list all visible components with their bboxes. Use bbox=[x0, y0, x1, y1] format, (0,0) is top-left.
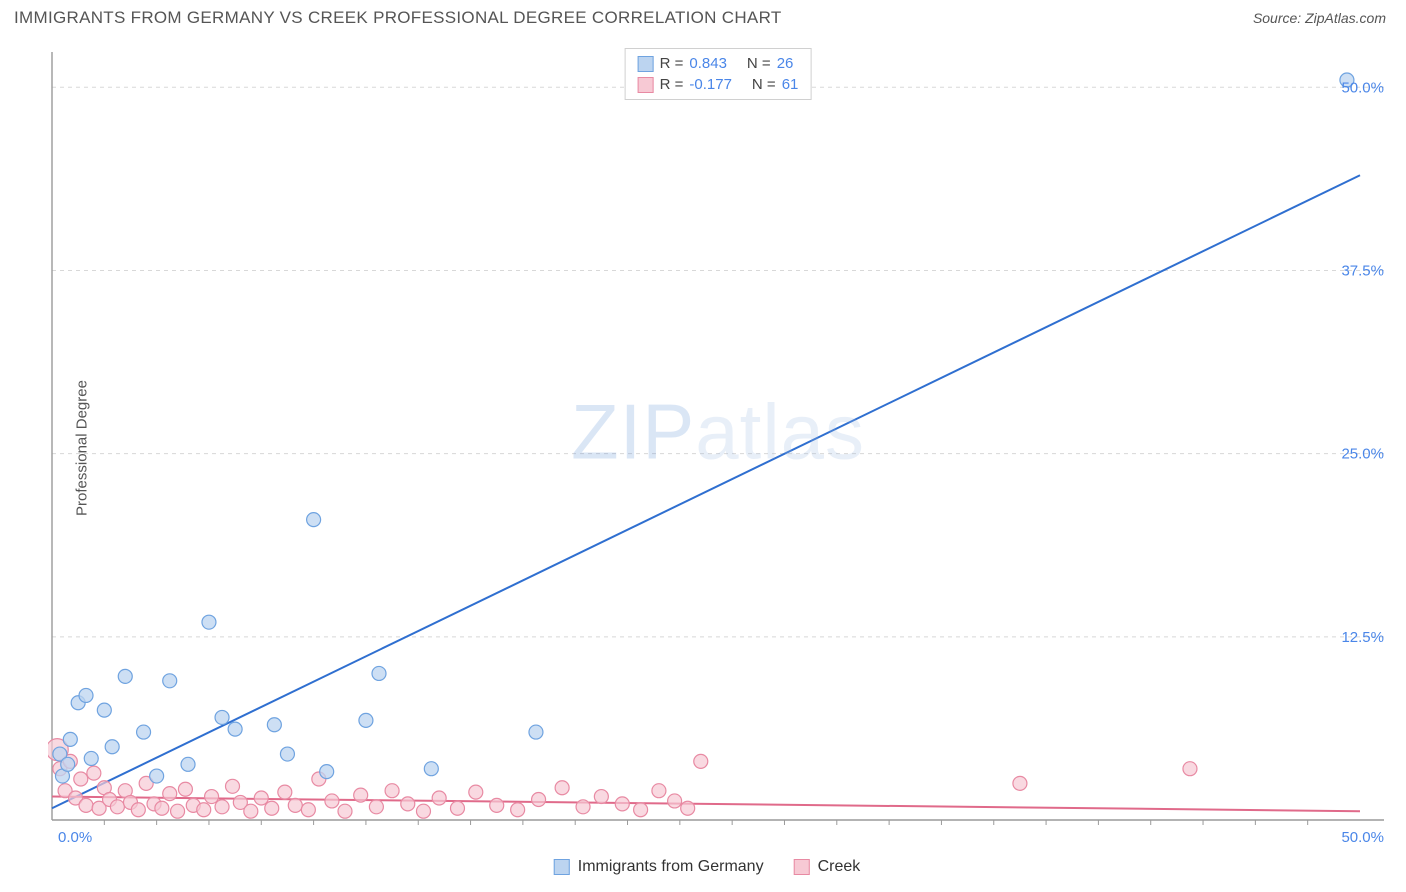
legend-swatch bbox=[554, 859, 570, 875]
n-value: 61 bbox=[782, 76, 799, 93]
legend-swatch bbox=[638, 77, 654, 93]
legend-series-label: Immigrants from Germany bbox=[578, 858, 764, 876]
svg-text:25.0%: 25.0% bbox=[1341, 446, 1384, 463]
r-value: 0.843 bbox=[689, 55, 727, 72]
svg-text:50.0%: 50.0% bbox=[1341, 829, 1384, 846]
svg-text:37.5%: 37.5% bbox=[1341, 262, 1384, 279]
correlation-chart: Professional Degree 12.5%25.0%37.5%50.0%… bbox=[48, 48, 1388, 848]
n-label: N = bbox=[752, 76, 776, 93]
series-legend: Immigrants from Germany Creek bbox=[554, 858, 883, 876]
n-label: N = bbox=[747, 55, 771, 72]
stats-legend: R =0.843N =26R =-0.177N =61 bbox=[625, 48, 812, 100]
legend-swatch bbox=[794, 859, 810, 875]
source-attribution: Source: ZipAtlas.com bbox=[1253, 10, 1386, 26]
legend-swatch bbox=[638, 56, 654, 72]
r-value: -0.177 bbox=[689, 76, 732, 93]
stats-legend-row: R = 0.843 N = 26 bbox=[638, 53, 799, 74]
n-value: 26 bbox=[777, 55, 794, 72]
source-name: ZipAtlas.com bbox=[1305, 10, 1386, 26]
svg-text:50.0%: 50.0% bbox=[1341, 79, 1384, 96]
legend-series-label: Creek bbox=[818, 858, 861, 876]
scatter-plot-svg: 12.5% 25.0% 37.5% 50.0% 0.0% 50.0% bbox=[48, 48, 1388, 848]
source-prefix: Source: bbox=[1253, 10, 1305, 26]
stats-legend-row: R = -0.177 N = 61 bbox=[638, 74, 799, 95]
svg-text:12.5%: 12.5% bbox=[1341, 629, 1384, 646]
r-label: R = bbox=[660, 76, 684, 93]
page-title: IMMIGRANTS FROM GERMANY VS CREEK PROFESS… bbox=[14, 8, 782, 28]
svg-text:0.0%: 0.0% bbox=[58, 829, 92, 846]
r-label: R = bbox=[660, 55, 684, 72]
